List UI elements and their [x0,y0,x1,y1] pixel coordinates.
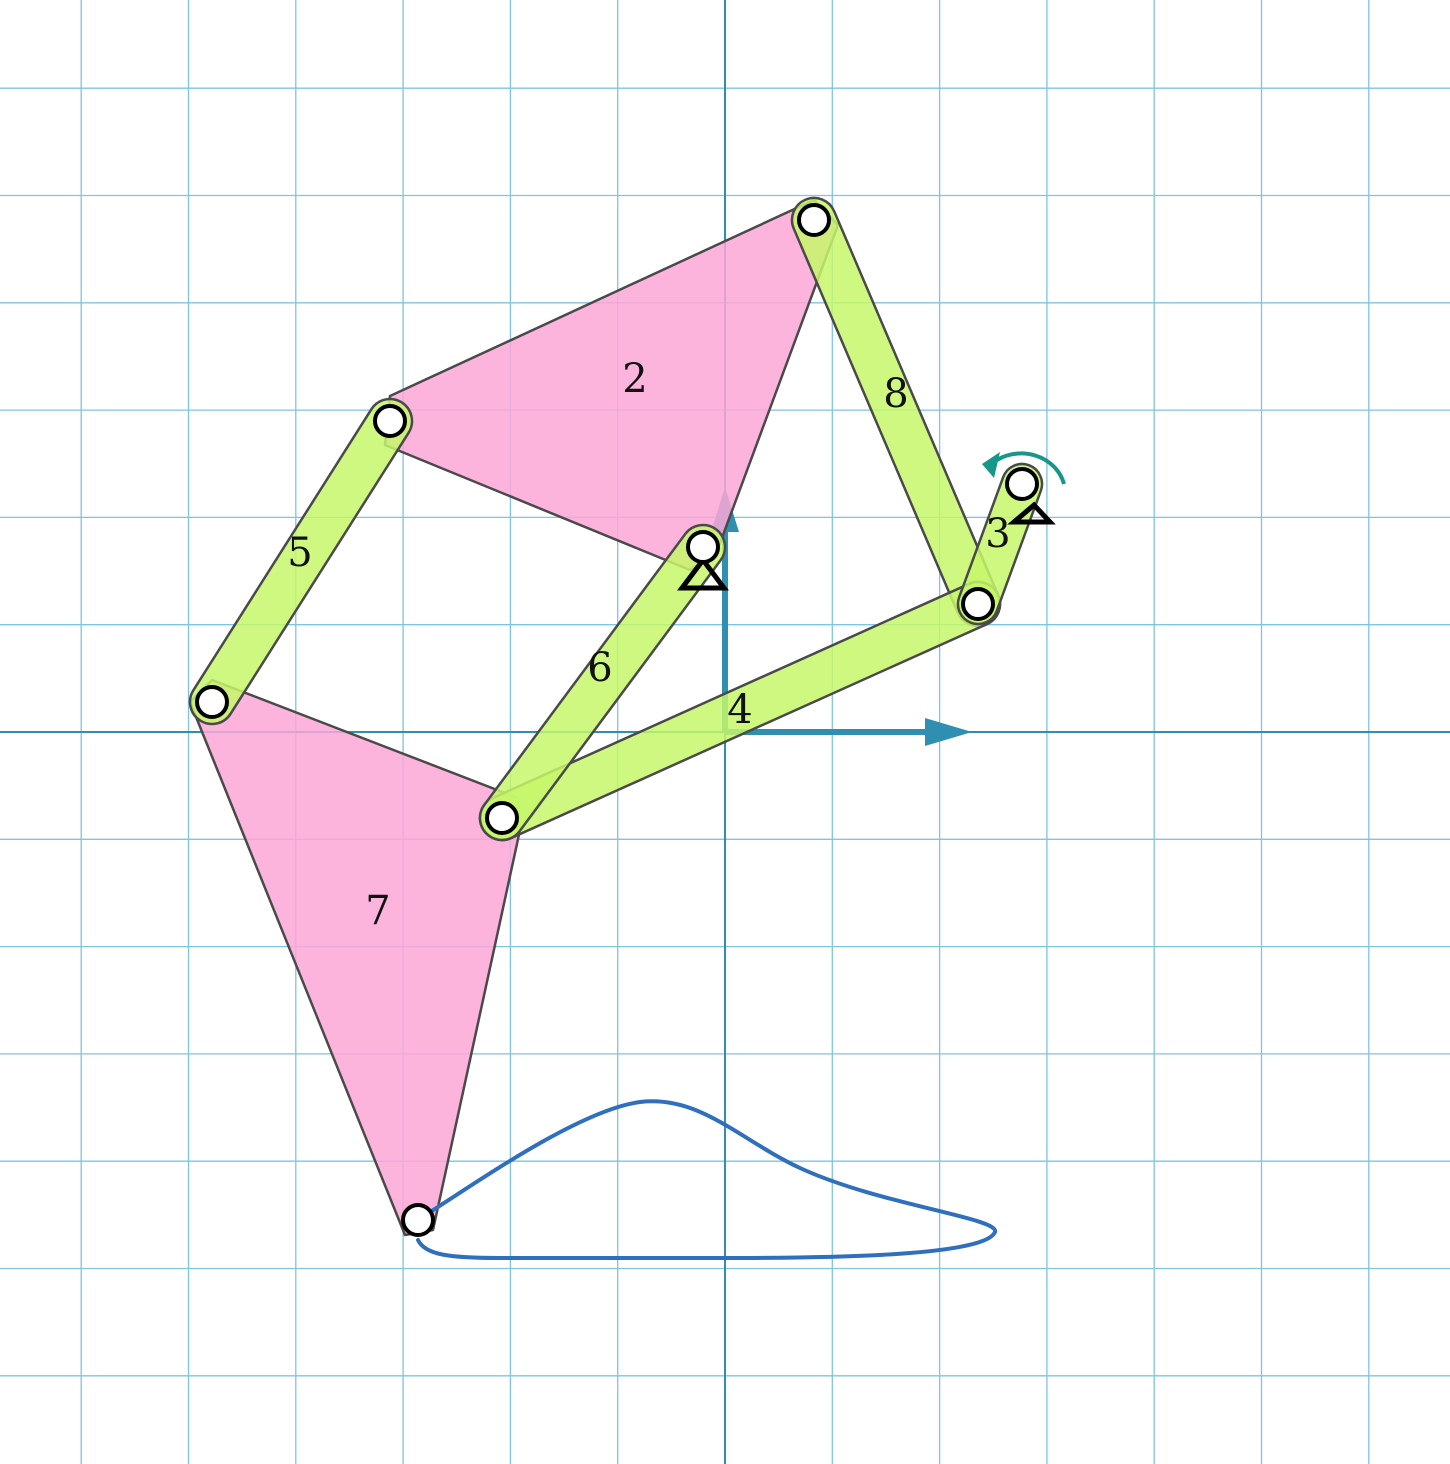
x-axis-arrowhead-icon [925,718,972,746]
link-2[interactable] [383,198,840,572]
link-2-label: 2 [622,356,647,402]
link-7-label: 7 [365,888,390,934]
link-6-label: 6 [587,645,612,691]
link-7[interactable] [188,678,522,1237]
link-6-bar[interactable] [471,516,734,849]
coupler-curve [416,1099,997,1261]
link-7-plate[interactable] [188,678,522,1237]
revolute-joint-icon[interactable] [1005,467,1039,501]
link-3[interactable] [952,458,1047,629]
revolute-joint-icon[interactable] [686,530,720,564]
link-5-label: 5 [287,530,312,576]
revolute-joint-icon[interactable] [195,685,229,719]
ground-pivot-triangle-icon [677,555,729,591]
link-5[interactable] [182,391,421,733]
rotation-arrowhead-icon [982,452,1000,478]
input-rotation[interactable] [982,451,1066,485]
ground-pivot-triangle-icon [1007,501,1056,525]
revolute-joint-icon[interactable] [401,1203,435,1237]
revolute-joint-icon[interactable] [485,801,519,835]
revolute-joint-icon[interactable] [373,404,407,438]
link-4-label: 4 [727,687,752,733]
link-3-label: 3 [985,511,1010,557]
link-2-plate[interactable] [383,198,840,572]
revolute-joint-icon[interactable] [961,587,995,621]
link-3-bar[interactable] [952,458,1047,629]
rotation-arrow-icon[interactable] [992,451,1066,485]
revolute-joint-icon[interactable] [797,203,831,237]
link-6[interactable] [471,516,734,849]
link-5-bar[interactable] [182,391,421,733]
link-8-label: 8 [883,371,908,417]
